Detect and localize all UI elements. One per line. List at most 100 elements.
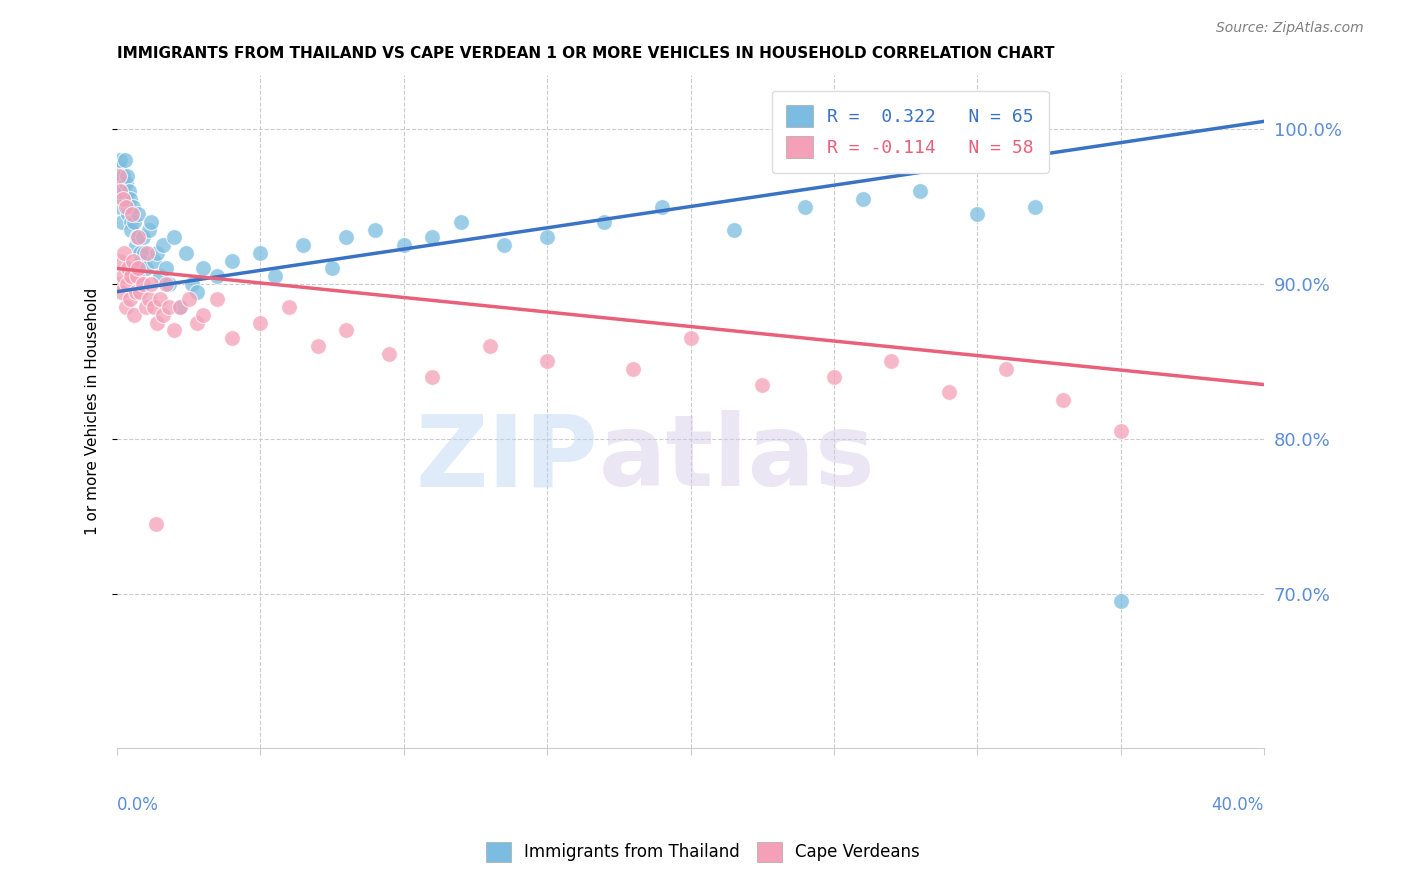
- Point: [111, 192, 134, 206]
- Point: [221, 331, 243, 345]
- Point: [110, 176, 132, 190]
- Point: [129, 246, 152, 260]
- Point: [110, 153, 132, 167]
- Point: [364, 223, 387, 237]
- Point: [392, 238, 415, 252]
- Legend: Immigrants from Thailand, Cape Verdeans: Immigrants from Thailand, Cape Verdeans: [478, 833, 928, 871]
- Point: [117, 207, 139, 221]
- Point: [108, 161, 131, 175]
- Point: [1109, 594, 1132, 608]
- Point: [478, 339, 501, 353]
- Point: [112, 169, 135, 183]
- Point: [880, 354, 903, 368]
- Point: [108, 253, 131, 268]
- Point: [127, 230, 149, 244]
- Point: [321, 261, 343, 276]
- Point: [117, 261, 139, 276]
- Point: [114, 192, 136, 206]
- Point: [143, 253, 166, 268]
- Point: [157, 277, 180, 291]
- Point: [794, 200, 817, 214]
- Point: [132, 277, 155, 291]
- Point: [450, 215, 472, 229]
- Point: [127, 207, 149, 221]
- Point: [155, 277, 177, 291]
- Point: [125, 230, 148, 244]
- Point: [966, 207, 988, 221]
- Point: [120, 223, 142, 237]
- Point: [114, 300, 136, 314]
- Point: [143, 300, 166, 314]
- Point: [134, 246, 156, 260]
- Point: [221, 253, 243, 268]
- Point: [593, 215, 616, 229]
- Point: [111, 269, 134, 284]
- Point: [679, 331, 702, 345]
- Point: [120, 269, 142, 284]
- Point: [207, 269, 229, 284]
- Point: [180, 277, 202, 291]
- Point: [422, 369, 444, 384]
- Point: [621, 362, 644, 376]
- Point: [138, 223, 160, 237]
- Point: [536, 354, 558, 368]
- Point: [263, 269, 285, 284]
- Point: [149, 269, 172, 284]
- Point: [823, 369, 845, 384]
- Point: [908, 184, 931, 198]
- Text: ZIP: ZIP: [416, 410, 599, 508]
- Point: [307, 339, 329, 353]
- Point: [141, 215, 163, 229]
- Point: [115, 169, 138, 183]
- Point: [191, 308, 214, 322]
- Point: [121, 207, 143, 221]
- Point: [207, 293, 229, 307]
- Point: [117, 200, 139, 214]
- Point: [118, 293, 141, 307]
- Point: [135, 300, 157, 314]
- Point: [723, 223, 745, 237]
- Point: [107, 184, 129, 198]
- Point: [145, 516, 167, 531]
- Text: IMMIGRANTS FROM THAILAND VS CAPE VERDEAN 1 OR MORE VEHICLES IN HOUSEHOLD CORRELA: IMMIGRANTS FROM THAILAND VS CAPE VERDEAN…: [117, 46, 1054, 62]
- Point: [852, 192, 875, 206]
- Point: [121, 200, 143, 214]
- Point: [494, 238, 516, 252]
- Point: [108, 200, 131, 214]
- Y-axis label: 1 or more Vehicles in Household: 1 or more Vehicles in Household: [86, 288, 100, 535]
- Point: [122, 215, 145, 229]
- Point: [186, 285, 208, 299]
- Point: [174, 246, 197, 260]
- Point: [177, 293, 200, 307]
- Point: [249, 246, 271, 260]
- Point: [149, 293, 172, 307]
- Point: [112, 246, 135, 260]
- Point: [378, 346, 401, 360]
- Point: [118, 184, 141, 198]
- Point: [108, 169, 131, 183]
- Point: [155, 261, 177, 276]
- Text: Source: ZipAtlas.com: Source: ZipAtlas.com: [1216, 21, 1364, 35]
- Point: [118, 192, 141, 206]
- Legend: R =  0.322   N = 65, R = -0.114   N = 58: R = 0.322 N = 65, R = -0.114 N = 58: [772, 91, 1049, 173]
- Point: [278, 300, 301, 314]
- Point: [994, 362, 1017, 376]
- Point: [136, 246, 159, 260]
- Point: [132, 230, 155, 244]
- Point: [124, 285, 146, 299]
- Point: [157, 300, 180, 314]
- Point: [111, 215, 134, 229]
- Point: [125, 269, 148, 284]
- Text: 0.0%: 0.0%: [117, 796, 159, 814]
- Point: [249, 316, 271, 330]
- Point: [163, 230, 186, 244]
- Point: [335, 323, 357, 337]
- Point: [146, 316, 169, 330]
- Point: [152, 238, 174, 252]
- Point: [115, 277, 138, 291]
- Point: [651, 200, 673, 214]
- Text: atlas: atlas: [599, 410, 876, 508]
- Point: [115, 200, 138, 214]
- Point: [292, 238, 315, 252]
- Point: [127, 261, 149, 276]
